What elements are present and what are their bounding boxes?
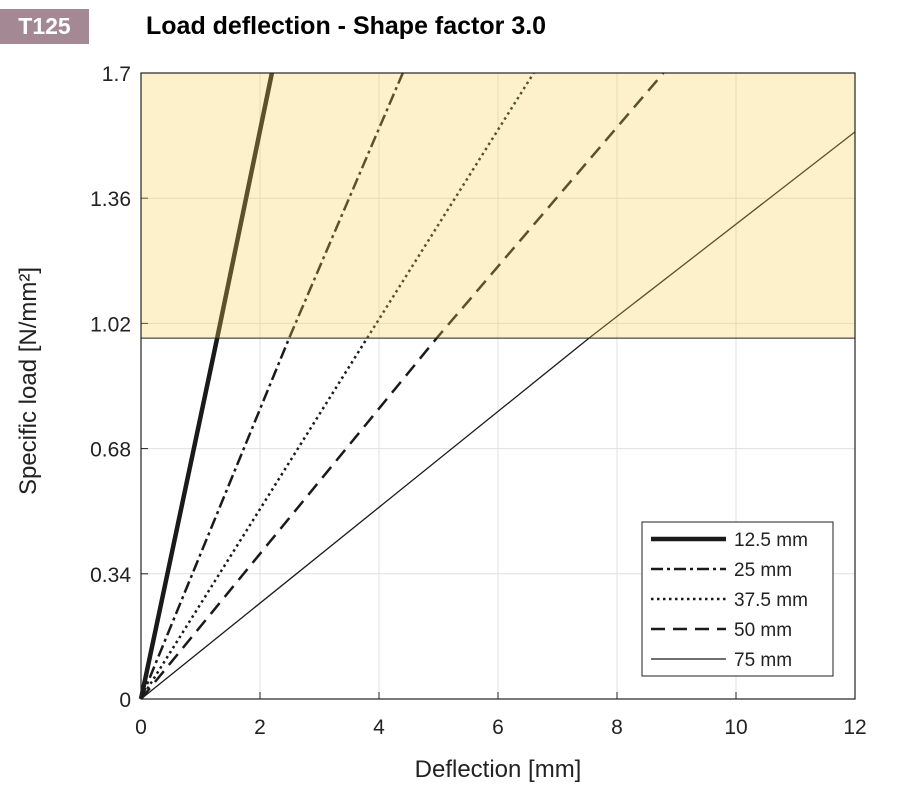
plot-frame (140, 72, 856, 700)
y-tick-label: 0.34 (90, 564, 131, 587)
product-badge: T125 (0, 9, 89, 44)
x-tick-label: 2 (254, 716, 266, 739)
legend-label: 25 mm (734, 560, 792, 581)
y-tick-label: 0.68 (90, 439, 131, 462)
x-axis-label: Deflection [mm] (415, 756, 582, 783)
y-tick-label: 1.7 (102, 63, 131, 86)
legend-label: 50 mm (734, 620, 792, 641)
x-tick-label: 0 (135, 716, 147, 739)
x-tick-label: 8 (611, 716, 623, 739)
y-tick-label: 1.36 (90, 188, 131, 211)
y-tick-label: 1.02 (90, 313, 131, 336)
series-line (139, 72, 404, 700)
y-tick-label: 0 (119, 689, 131, 712)
x-tick-label: 6 (492, 716, 504, 739)
legend-label: 12.5 mm (734, 530, 808, 551)
x-tick-label: 4 (373, 716, 385, 739)
x-tick-label: 12 (843, 716, 866, 739)
y-axis-label: Specific load [N/mm²] (15, 267, 42, 495)
x-tick-label: 10 (724, 716, 747, 739)
legend-label: 75 mm (734, 650, 792, 671)
chart-title: Load deflection - Shape factor 3.0 (146, 12, 547, 40)
legend-label: 37.5 mm (734, 590, 808, 611)
legend-box (641, 521, 834, 677)
shaded-region (141, 73, 855, 339)
